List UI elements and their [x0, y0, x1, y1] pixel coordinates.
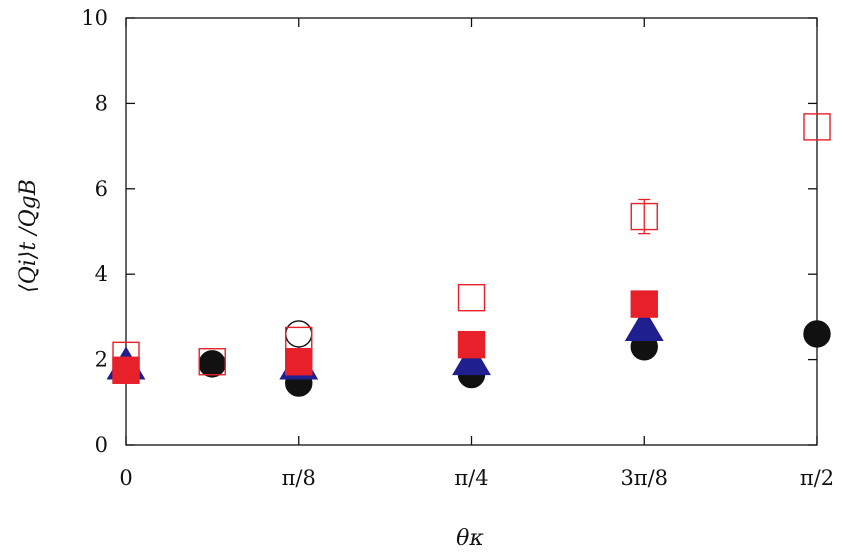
data-point-open-circle	[285, 320, 313, 348]
x-tick-label: π/4	[454, 466, 488, 490]
y-tick-label: 2	[95, 348, 108, 372]
data-point-open-square	[457, 283, 486, 312]
data-point-filled-square	[630, 290, 658, 318]
data-point-filled-square	[457, 330, 486, 359]
x-tick-label: 3π/8	[620, 466, 668, 490]
x-tick-label: 0	[119, 466, 132, 490]
x-tick-label: π/8	[282, 466, 316, 490]
y-tick-label: 0	[95, 433, 108, 457]
data-point-open-square	[112, 341, 140, 370]
data-point-open-square	[198, 348, 226, 376]
y-tick-label: 6	[95, 177, 108, 201]
data-point-filled-circle	[803, 320, 831, 348]
y-tick-label: 10	[81, 6, 108, 30]
data-point-open-square	[803, 113, 831, 141]
data-point-filled-triangle	[624, 307, 664, 342]
y-tick-label: 4	[95, 262, 108, 286]
x-axis-label: θκ	[456, 526, 484, 551]
data-point-filled-triangle	[452, 342, 491, 376]
data-point-filled-square	[112, 356, 140, 384]
y-tick-label: 8	[95, 91, 108, 115]
x-tick-label: π/2	[800, 466, 834, 490]
axes: 0 2 4 6 8 10 0 π/8 π/4 3π/8 π/2	[81, 6, 834, 490]
data-point-open-square	[630, 202, 658, 231]
data-point-filled-circle	[198, 350, 226, 378]
y-axis-label: ⟨Qi⟩t /QgB	[16, 179, 41, 293]
data-point-open-square	[285, 326, 313, 355]
data-point-filled-square	[285, 348, 313, 376]
data-marks	[106, 113, 831, 397]
